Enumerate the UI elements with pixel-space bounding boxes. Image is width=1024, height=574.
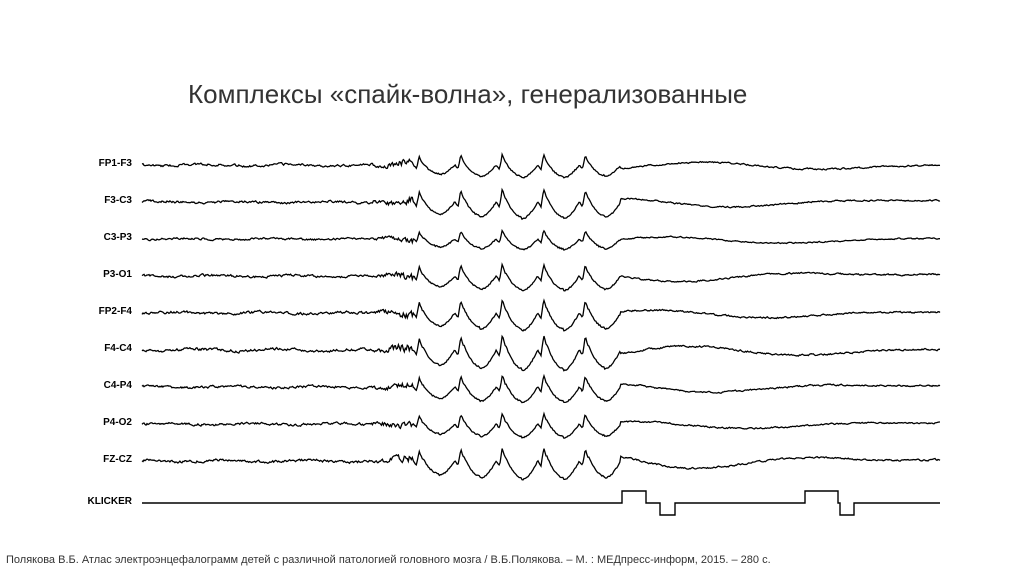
eeg-trace-fz-cz (142, 449, 940, 480)
eeg-trace-f3-c3 (142, 190, 940, 220)
eeg-trace-c4-p4 (142, 376, 940, 403)
eeg-trace-f4-c4 (142, 336, 940, 371)
eeg-trace-fp2-f4 (142, 301, 940, 331)
eeg-trace-p3-o1 (142, 265, 940, 291)
klicker-trace (142, 491, 940, 515)
eeg-traces (0, 0, 1024, 574)
eeg-trace-fp1-f3 (142, 154, 940, 178)
eeg-trace-p4-o2 (142, 414, 940, 439)
eeg-trace-c3-p3 (142, 231, 940, 251)
